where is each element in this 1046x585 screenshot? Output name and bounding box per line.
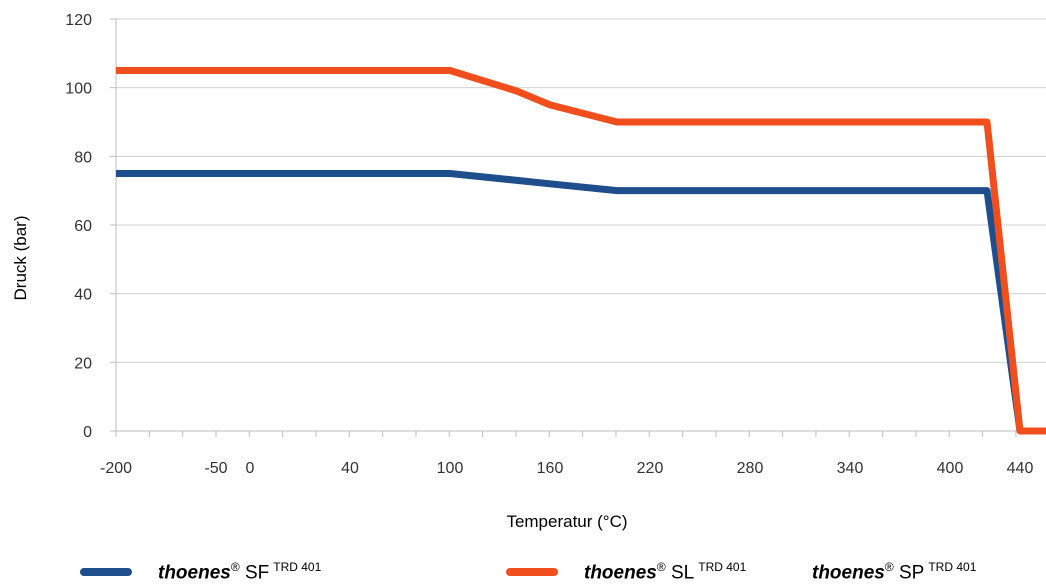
tick-labels: 0 20 40 60 80 100 120 -200 -50 0 40 100 160 220 280 340…	[65, 12, 1033, 477]
legend-label-sp: thoenes® SP TRD 401	[812, 560, 977, 584]
y-tick-label: 0	[83, 424, 92, 441]
legend-item-sl: thoenes® SL TRD 401	[506, 560, 746, 584]
y-tick-label: 100	[65, 81, 92, 98]
legend: thoenes® SF TRD 401 thoenes® SL TRD 401 th…	[0, 560, 1046, 585]
gridlines	[116, 18, 1046, 363]
x-tick-label: 220	[637, 460, 664, 477]
x-tick-label: 100	[437, 460, 464, 477]
y-axis-title: Druck (bar)	[11, 215, 30, 300]
legend-label-sl: thoenes® SL TRD 401	[584, 560, 747, 584]
legend-item-sp: thoenes® SP TRD 401	[812, 560, 976, 584]
legend-item-sf: thoenes® SF TRD 401	[80, 560, 321, 584]
y-tick-label: 60	[74, 218, 92, 235]
y-tick-label: 120	[65, 12, 92, 29]
legend-swatch-sf	[80, 568, 132, 577]
y-tick-label: 20	[74, 355, 92, 372]
legend-swatch-sl	[506, 568, 558, 577]
series-layer	[116, 67, 1046, 435]
axes	[110, 18, 1046, 437]
x-tick-label: 340	[837, 460, 864, 477]
x-tick-label: -50	[204, 460, 227, 477]
x-tick-label: -200	[100, 460, 132, 477]
x-tick-label: 280	[737, 460, 764, 477]
chart: 0 20 40 60 80 100 120 -200 -50 0 40 100 160 220 280 340…	[11, 12, 1046, 531]
series-line-1	[116, 67, 1046, 435]
legend-label-sf: thoenes® SF TRD 401	[158, 560, 322, 584]
y-tick-label: 80	[74, 149, 92, 166]
y-tick-label: 40	[74, 287, 92, 304]
x-axis-title: Temperatur (°C)	[506, 512, 627, 531]
x-tick-label: 440	[1007, 460, 1034, 477]
x-tick-label: 40	[341, 460, 359, 477]
x-tick-label: 0	[246, 460, 255, 477]
series-line-0	[116, 170, 1024, 432]
x-tick-label: 160	[537, 460, 564, 477]
x-tick-label: 400	[937, 460, 964, 477]
